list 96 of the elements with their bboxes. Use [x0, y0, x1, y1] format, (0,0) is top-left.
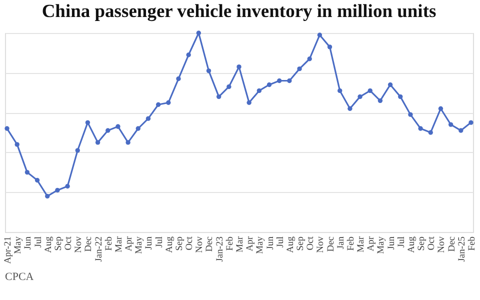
point [266, 82, 272, 88]
point [45, 194, 50, 199]
point [418, 126, 423, 131]
point [307, 56, 312, 62]
point [14, 142, 20, 147]
point [468, 120, 474, 125]
point [126, 140, 130, 145]
x-tick-label: Aug [286, 236, 296, 253]
point [116, 124, 120, 129]
x-tick-label: Sep [54, 236, 64, 251]
point [317, 32, 322, 38]
x-tick-label: Oct [185, 236, 196, 250]
x-tick-label: Jun [266, 236, 276, 250]
x-tick-label: Jul [276, 236, 286, 248]
x-tick-label: Jul [34, 236, 44, 248]
chart-title: China passenger vehicle inventory in million units [42, 2, 436, 22]
x-tick-label: Mar [236, 236, 246, 252]
point [236, 64, 242, 70]
x-tick-label: Sep [296, 236, 306, 251]
point [146, 116, 151, 121]
point [75, 148, 80, 153]
point [398, 94, 403, 100]
x-tick-label: Apr-21 [4, 236, 14, 264]
x-tick-label: Jul [154, 236, 165, 248]
x-tick-label: Jun [24, 236, 34, 250]
x-tick-label: Mar [356, 236, 367, 252]
point [428, 130, 433, 135]
point [338, 88, 342, 94]
point [438, 106, 444, 111]
x-tick-label: Nov [74, 236, 84, 253]
x-tick-label: Jan [336, 236, 346, 250]
x-tick-label: May [256, 236, 266, 254]
point [458, 128, 464, 133]
point [34, 178, 40, 183]
point [176, 76, 181, 82]
point [327, 44, 332, 50]
point [95, 140, 100, 145]
point [256, 88, 262, 94]
point [85, 120, 90, 125]
x-tick-label: Jan-22 [94, 236, 104, 262]
x-tick-label: Jan-23 [215, 236, 226, 262]
x-tick-label: Mar [114, 236, 124, 252]
x-tick-label: Apr [246, 236, 256, 252]
x-tick-label: Apr [366, 236, 377, 252]
point [156, 102, 161, 107]
point [186, 52, 191, 58]
point [277, 78, 282, 84]
x-tick-label: May [14, 236, 24, 254]
x-tick-label: Jun [386, 236, 397, 250]
point [246, 100, 252, 105]
x-tick-label: Sep [174, 236, 185, 251]
x-tick-label: Feb [467, 236, 478, 251]
x-tick-label: Dec [326, 236, 336, 252]
x-tick-label: Apr [124, 236, 135, 252]
x-tick-label: Jun [144, 236, 155, 250]
x-tick-label: Dec [205, 236, 216, 252]
point [348, 106, 352, 111]
point [358, 94, 362, 100]
x-tick-label: Oct [427, 236, 438, 250]
point [368, 88, 372, 94]
x-tick-label: Nov [316, 236, 326, 253]
point [24, 170, 30, 175]
point [106, 128, 110, 133]
x-tick-label: Jan-25 [457, 236, 468, 262]
x-tick-label: Oct [64, 236, 74, 250]
point [378, 98, 383, 103]
x-tick-label: Aug [44, 236, 54, 253]
x-tick-label: May [134, 236, 145, 254]
text: CPCA [5, 271, 34, 283]
x-tick-label: Dec [447, 236, 458, 252]
point [65, 184, 70, 189]
point [4, 126, 10, 131]
point [408, 112, 413, 117]
point [287, 78, 292, 84]
point [388, 82, 393, 88]
x-tick-label: Feb [225, 236, 236, 251]
x-tick-label: Nov [437, 236, 448, 253]
point [216, 94, 222, 100]
x-tick-label: Feb [104, 236, 114, 251]
x-tick-label: Aug [164, 236, 175, 253]
point [226, 84, 232, 90]
x-tick-label: Aug [406, 236, 417, 253]
point [297, 66, 302, 72]
point [448, 122, 454, 127]
x-tick-label: May [376, 236, 387, 254]
point [206, 68, 212, 74]
x-tick-label: Sep [417, 236, 428, 251]
point [136, 126, 140, 131]
x-tick-label: Jul [396, 236, 407, 248]
point [166, 100, 171, 105]
x-tick-label: Nov [195, 236, 206, 253]
point [196, 30, 201, 36]
point [55, 188, 60, 193]
x-tick-label: Feb [346, 236, 356, 251]
x-tick-label: Oct [306, 236, 316, 250]
x-tick-label: Dec [84, 236, 94, 252]
